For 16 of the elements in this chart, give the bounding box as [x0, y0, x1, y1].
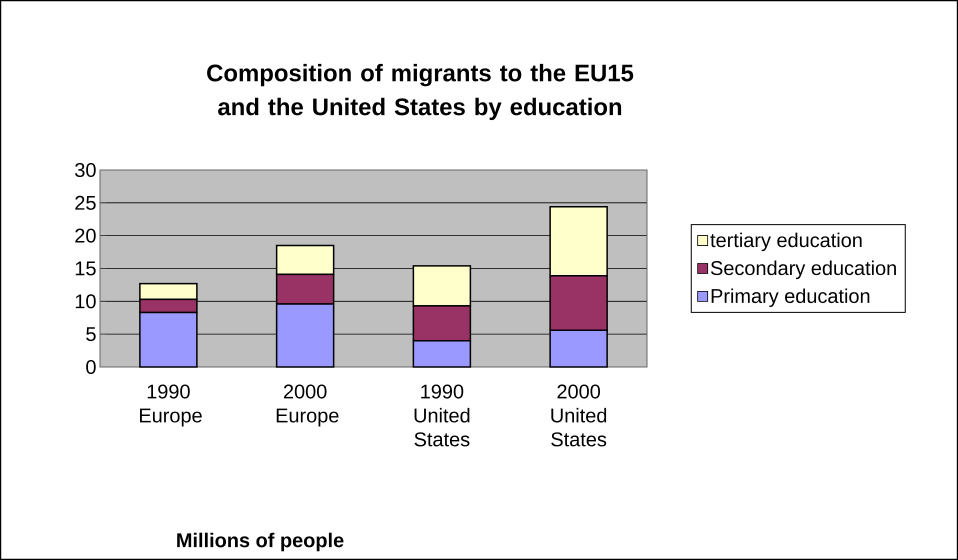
- y-tick-label: 15: [76, 262, 96, 276]
- chart-title: Composition of migrants to the EU15 and the United States by education: [207, 64, 634, 120]
- y-tick-label: 5: [86, 327, 96, 342]
- y-tick-label: 30: [75, 162, 96, 178]
- legend-label: Primary education: [712, 288, 870, 308]
- y-tick-label: 0: [86, 360, 96, 374]
- y-tick-label: 25: [75, 196, 96, 210]
- x-axis-title: Millions of people: [177, 532, 344, 552]
- x-tick-label: 2000 Europe: [276, 384, 338, 426]
- y-tick-label: 10: [76, 294, 96, 308]
- x-tick-label: 1990 United States: [414, 384, 470, 446]
- legend-label: Secondary education: [710, 260, 896, 280]
- x-tick-label: 1990 Europe: [140, 384, 202, 426]
- y-tick-label: 20: [75, 228, 96, 243]
- legend-label: tertiary education: [710, 232, 862, 252]
- x-tick-label: 2000 United States: [551, 384, 606, 446]
